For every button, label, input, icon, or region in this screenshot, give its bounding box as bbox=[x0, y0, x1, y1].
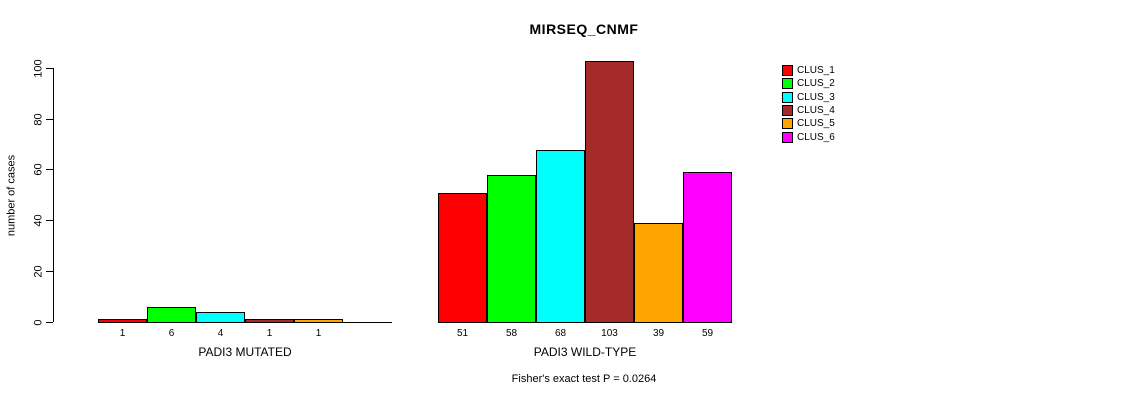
bar-value-label: 1 bbox=[266, 328, 273, 339]
bar-value-label: 103 bbox=[601, 328, 618, 339]
y-axis-tick bbox=[46, 169, 53, 171]
legend-swatch-clus_5 bbox=[782, 118, 793, 130]
y-axis-tick-label: 100 bbox=[32, 59, 45, 78]
y-axis-line bbox=[53, 68, 54, 322]
y-axis-tick-label: 80 bbox=[32, 113, 45, 126]
y-axis-tick bbox=[46, 220, 53, 222]
legend-item: CLUS_5 bbox=[782, 117, 835, 130]
bar-clus_2 bbox=[147, 306, 196, 323]
y-axis-tick bbox=[46, 68, 53, 70]
legend-label: CLUS_2 bbox=[797, 78, 835, 90]
bar-value-label: 1 bbox=[315, 328, 322, 339]
legend-swatch-clus_4 bbox=[782, 104, 793, 116]
legend-item: CLUS_6 bbox=[782, 131, 835, 144]
bar-value-label: 6 bbox=[168, 328, 175, 339]
y-axis-tick-label: 20 bbox=[32, 265, 45, 278]
legend-item: CLUS_1 bbox=[782, 64, 835, 77]
bar-value-label: 4 bbox=[217, 328, 224, 339]
bar-value-label: 68 bbox=[554, 328, 567, 339]
legend-label: CLUS_4 bbox=[797, 104, 835, 116]
x-axis-baseline bbox=[98, 322, 392, 323]
bar-value-label: 59 bbox=[701, 328, 714, 339]
y-axis-tick bbox=[46, 118, 53, 120]
y-axis-tick-label: 0 bbox=[32, 318, 45, 326]
bar-value-label: 51 bbox=[456, 328, 469, 339]
y-axis-tick bbox=[46, 270, 53, 272]
legend: CLUS_1 CLUS_2 CLUS_3 CLUS_4 CLUS_5 CLUS_6 bbox=[782, 64, 882, 154]
group-label: PADI3 MUTATED bbox=[198, 345, 292, 359]
bar-value-label: 39 bbox=[652, 328, 665, 339]
bar-clus_2 bbox=[487, 175, 536, 323]
legend-swatch-clus_6 bbox=[782, 131, 793, 143]
legend-label: CLUS_3 bbox=[797, 91, 835, 103]
bar-clus_5 bbox=[634, 223, 683, 323]
legend-item: CLUS_4 bbox=[782, 104, 835, 117]
legend-item: CLUS_2 bbox=[782, 77, 835, 90]
legend-swatch-clus_3 bbox=[782, 91, 793, 103]
bar-value-label: 1 bbox=[119, 328, 126, 339]
legend-swatch-clus_2 bbox=[782, 78, 793, 90]
bar-clus_4 bbox=[585, 60, 634, 323]
legend-label: CLUS_1 bbox=[797, 65, 835, 76]
bar-clus_3 bbox=[536, 149, 585, 323]
bar-value-label: 58 bbox=[505, 328, 518, 339]
legend-swatch-clus_1 bbox=[782, 65, 793, 76]
chart-title: MIRSEQ_CNMF bbox=[529, 21, 639, 37]
y-axis-tick-label: 40 bbox=[32, 214, 45, 227]
group-label: PADI3 WILD-TYPE bbox=[533, 345, 637, 359]
legend-item: CLUS_3 bbox=[782, 91, 835, 104]
x-axis-baseline bbox=[438, 322, 732, 323]
legend-label: CLUS_5 bbox=[797, 118, 835, 130]
y-axis-title: number of cases bbox=[5, 154, 18, 237]
bar-clus_1 bbox=[438, 192, 487, 323]
y-axis-tick bbox=[46, 321, 53, 323]
bar-clus_6 bbox=[683, 172, 732, 323]
legend-label: CLUS_6 bbox=[797, 131, 835, 143]
fisher-test-annotation: Fisher's exact test P = 0.0264 bbox=[511, 373, 657, 385]
y-axis-tick-label: 60 bbox=[32, 163, 45, 177]
